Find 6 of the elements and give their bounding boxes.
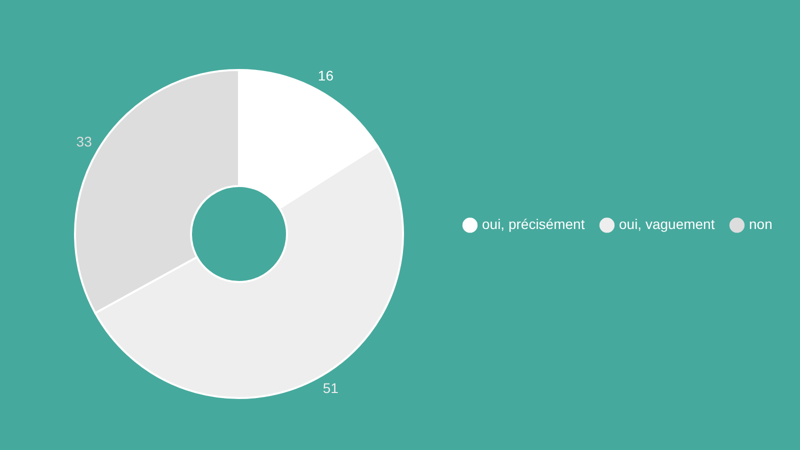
- data-label: 33: [76, 133, 92, 150]
- data-label: 16: [318, 67, 334, 84]
- data-label: 51: [322, 380, 339, 396]
- legend-label: non: [749, 216, 772, 232]
- legend-label: oui, précisément: [482, 216, 585, 232]
- legend-label: oui, vaguement: [619, 216, 715, 232]
